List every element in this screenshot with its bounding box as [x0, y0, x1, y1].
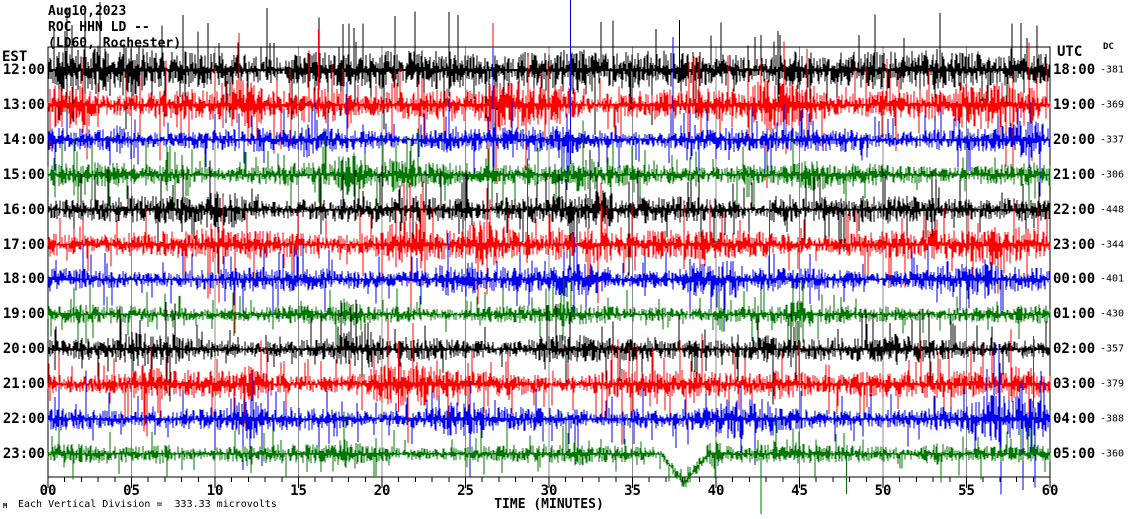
x-tick-label: 35	[624, 483, 641, 499]
x-axis-title: TIME (MINUTES)	[494, 497, 604, 512]
x-tick-label: 50	[874, 483, 892, 499]
utc-time-label: 18:00	[1053, 62, 1096, 78]
utc-time-label: 00:00	[1053, 271, 1096, 288]
x-tick-label: 30	[540, 483, 558, 499]
x-tick-label: 45	[791, 483, 808, 499]
footer-marker-glyph: M	[3, 502, 8, 510]
utc-time-label: 20:00	[1053, 131, 1096, 148]
x-tick-label: 55	[958, 483, 975, 499]
dc-value: -306	[1100, 169, 1125, 181]
dc-value: -337	[1100, 134, 1125, 146]
x-tick-label: 60	[1041, 483, 1059, 499]
utc-time-label: 01:00	[1053, 306, 1096, 323]
est-time-label: 14:00	[2, 131, 45, 148]
x-tick-label: 40	[707, 483, 725, 499]
est-time-label: 23:00	[2, 445, 45, 462]
x-tick-label: 15	[290, 483, 307, 499]
utc-time-label: 19:00	[1053, 96, 1096, 113]
x-tick-label: 10	[206, 483, 224, 499]
utc-time-label: 21:00	[1053, 166, 1096, 183]
x-tick-label: 25	[457, 483, 474, 499]
est-time-label: 20:00	[2, 341, 45, 358]
header-location: (LD60, Rochester)	[48, 36, 182, 51]
axis-ticks	[47, 477, 1051, 488]
utc-time-label: 02:00	[1053, 341, 1096, 358]
est-time-label: 15:00	[2, 166, 45, 183]
est-time-label: 12:00	[2, 62, 45, 78]
est-time-label: 17:00	[2, 236, 45, 253]
dc-value: -379	[1100, 378, 1125, 390]
seismic-traces	[47, 0, 1051, 514]
dc-value: -357	[1100, 343, 1125, 355]
utc-time-label: 04:00	[1053, 411, 1096, 427]
dc-value: -369	[1100, 99, 1125, 111]
est-time-label: 16:00	[2, 201, 45, 218]
est-time-label: 22:00	[2, 411, 45, 427]
est-time-label: 19:00	[2, 306, 45, 323]
dc-value: -401	[1100, 273, 1125, 285]
vertical-division-scale-note: Each Vertical Division = 333.33 microvol…	[18, 499, 277, 510]
utc-time-label: 23:00	[1053, 236, 1096, 253]
dc-value: -430	[1100, 308, 1125, 320]
x-tick-label: 00	[39, 483, 57, 499]
dc-value: -381	[1100, 64, 1125, 76]
x-tick-label: 05	[123, 483, 140, 499]
header-station-channel: ROC HHN LD --	[48, 20, 150, 35]
header-date: Aug10,2023	[48, 4, 127, 19]
est-time-label: 21:00	[2, 376, 45, 393]
utc-axis-label: UTC	[1057, 44, 1083, 60]
utc-time-label: 22:00	[1053, 201, 1096, 218]
est-time-label: 13:00	[2, 96, 45, 113]
dc-value: -448	[1100, 204, 1125, 216]
est-time-label: 18:00	[2, 271, 45, 288]
dc-value: -388	[1100, 413, 1125, 425]
dc-value: -344	[1100, 239, 1125, 250]
dc-value: -360	[1100, 448, 1125, 460]
utc-time-label: 03:00	[1053, 376, 1096, 393]
utc-time-label: 05:00	[1053, 445, 1096, 462]
x-tick-label: 20	[373, 483, 391, 499]
dc-column-label: DC	[1103, 42, 1114, 52]
est-axis-label: EST	[2, 49, 28, 65]
